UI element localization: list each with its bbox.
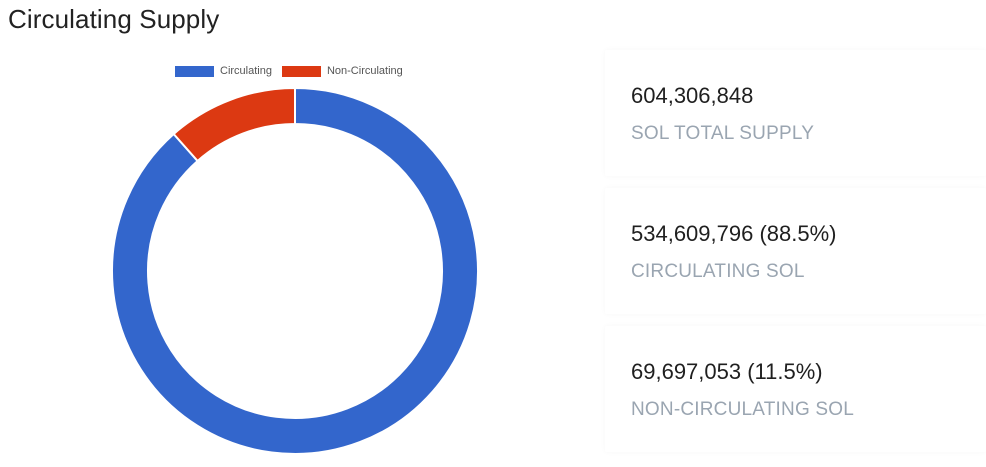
legend-swatch-non-circulating (281, 65, 321, 77)
total-supply-label: SOL TOTAL SUPPLY (631, 123, 815, 144)
non-circulating-label: NON-CIRCULATING SOL (631, 399, 855, 420)
legend-item-circulating[interactable]: Circulating (175, 65, 272, 77)
chart-legend: Circulating Non-Circulating (175, 65, 413, 77)
legend-item-non-circulating[interactable]: Non-Circulating (281, 65, 403, 77)
non-circulating-value: 69,697,053 (11.5%) (631, 359, 823, 384)
doughnut-svg (111, 86, 479, 455)
legend-label-circulating: Circulating (220, 65, 272, 77)
stat-card-total-supply: 604,306,848 SOL TOTAL SUPPLY (605, 50, 986, 176)
stat-card-non-circulating: 69,697,053 (11.5%) NON-CIRCULATING SOL (605, 326, 986, 452)
supply-doughnut-chart: Circulating Non-Circulating (100, 58, 490, 463)
page-title: Circulating Supply (8, 4, 220, 34)
stat-card-circulating: 534,609,796 (88.5%) CIRCULATING SOL (605, 188, 986, 314)
slice-circulating[interactable] (111, 86, 479, 455)
circulating-label: CIRCULATING SOL (631, 261, 805, 282)
supply-stats: 604,306,848 SOL TOTAL SUPPLY 534,609,796… (605, 50, 986, 464)
circulating-value: 534,609,796 (88.5%) (631, 221, 837, 246)
legend-swatch-circulating (175, 65, 214, 77)
legend-label-non-circulating: Non-Circulating (326, 65, 403, 77)
slice-non-circulating[interactable] (172, 86, 296, 163)
total-supply-value: 604,306,848 (631, 83, 754, 108)
